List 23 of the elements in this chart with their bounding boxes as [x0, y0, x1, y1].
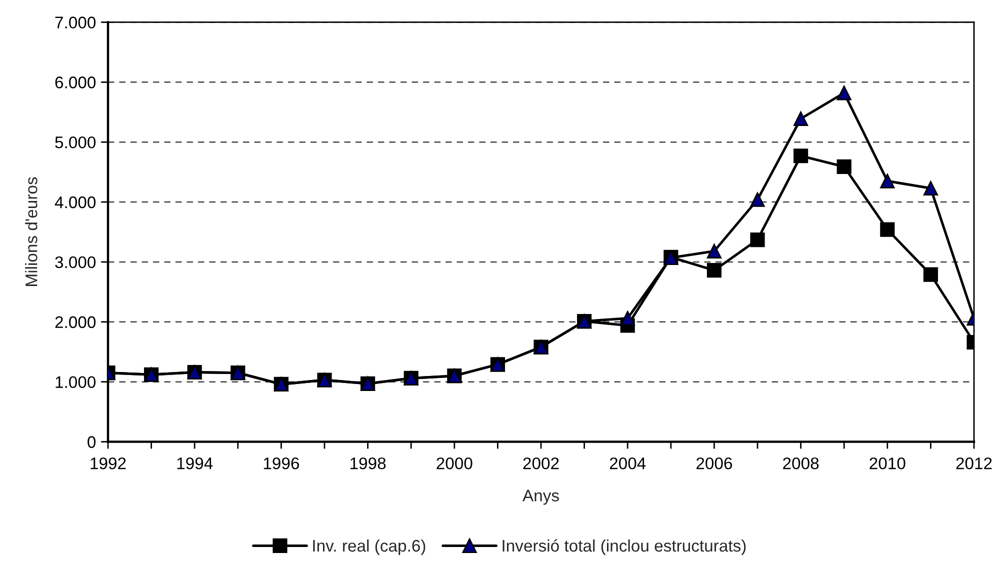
y-tick-label: 3.000	[55, 256, 96, 268]
y-tick-label: 4.000	[54, 196, 96, 208]
y-tick-label: 2.000	[55, 316, 96, 328]
x-tick-label: 1994	[177, 457, 213, 470]
x-tick-label: 2006	[696, 457, 732, 470]
x-tick-label: 2000	[436, 457, 472, 470]
x-axis-title: Anys	[522, 490, 559, 505]
y-tick-label: 7.000	[55, 16, 96, 28]
y-tick-label: 6.000	[55, 76, 96, 88]
x-tick-label: 1996	[264, 457, 300, 470]
x-tick-label: 2008	[783, 457, 819, 470]
legend-label: Inv. real (cap.6)	[313, 539, 426, 555]
x-tick-label: 2010	[870, 457, 906, 470]
y-tick-label: 0	[88, 436, 96, 448]
x-tick-label: 1998	[350, 457, 386, 470]
x-tick-label: 1992	[90, 457, 126, 470]
legend-label: Inversió total (inclou estructurats)	[502, 539, 746, 555]
y-tick-label: 1.000	[56, 376, 96, 388]
x-tick-label: 2002	[523, 457, 559, 470]
x-tick-label: 2012	[956, 457, 992, 470]
y-tick-label: 5.000	[55, 136, 96, 148]
y-axis-title: Milions d'euros	[25, 177, 38, 286]
x-tick-label: 2004	[610, 457, 646, 470]
